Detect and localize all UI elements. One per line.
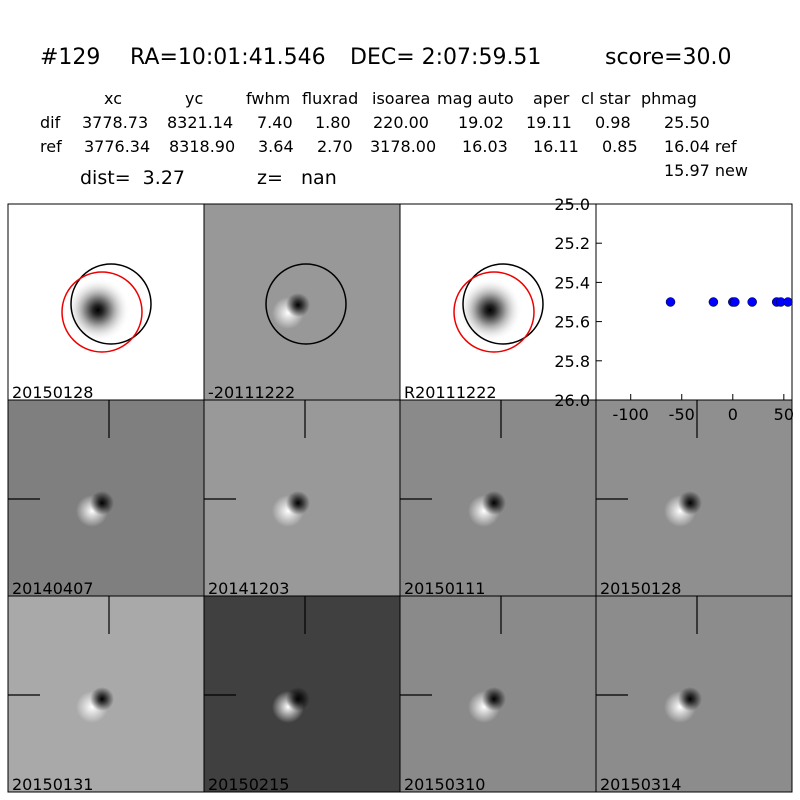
table-cell: 1.80 [315,113,351,132]
column-header: cl star [581,89,631,108]
y-tick-label: 25.2 [554,234,590,253]
column-header: fluxrad [302,89,358,108]
stamp: 20140407 [7,399,205,598]
x-tick-label: -100 [613,405,649,424]
z: z= nan [257,167,337,189]
column-header: mag auto [437,89,514,108]
dipole-dark [678,491,702,515]
point [783,297,793,307]
aperture-ref [61,271,143,353]
aperture [462,263,544,345]
dipole-dark [286,293,310,317]
stamp: 20150128 [595,399,793,598]
dipole-dark [90,687,114,711]
x-tick-label: -50 [669,405,695,424]
stamp: 20150310 [399,595,597,794]
table-cell: 16.11 [533,137,579,156]
aperture [265,263,347,345]
stamp-label: 20150310 [404,775,485,794]
table-cell: ref [40,137,62,156]
stamp-label: 20150128 [12,383,93,402]
table-cell: 3776.34 [84,137,150,156]
y-tick-label: 26.0 [554,391,590,410]
stamp: R20111222 [399,203,597,402]
point [665,297,676,307]
stamp: 20150128 [7,203,205,402]
stamp-label: 20150111 [404,579,485,598]
table-cell: dif [40,113,61,132]
table-cell: 0.85 [602,137,638,156]
source [66,278,130,342]
column-header: isoarea [372,89,430,108]
table-cell: 3778.73 [82,113,148,132]
table-cell: 25.50 [664,113,710,132]
stamp: -20111222 [203,203,401,402]
y-tick-label: 25.0 [554,195,590,214]
stamp-label: 20150128 [600,579,681,598]
point [708,297,719,307]
table-extra: 15.97 new [664,161,748,180]
id: #129 [40,45,100,70]
table-cell: 19.11 [526,113,572,132]
dipole-dark [482,491,506,515]
table: xc yc fwhm fluxrad isoarea mag auto aper cl sta… [40,89,737,156]
column-header: xc [104,89,122,108]
stamp: 20150314 [595,595,793,794]
dipole-dark [286,491,310,515]
y-tick-label: 25.8 [554,352,590,371]
table-cell: 3178.00 [370,137,436,156]
table-cell: 8318.90 [169,137,235,156]
dipole-dark [678,687,702,711]
stamp-label: R20111222 [404,383,497,402]
table-cell: 19.02 [458,113,504,132]
point [730,297,740,307]
dec: DEC= 2:07:59.51 [350,45,541,70]
table-cell: 0.98 [595,113,631,132]
point [747,297,757,307]
aperture [70,263,152,345]
stamp: 20150111 [399,399,597,598]
ra: RA=10:01:41.546 [130,45,326,70]
x-tick-label: 0 [728,405,738,424]
stamps: 20150128 -20111222 R20111222 20140407 201412… [7,203,793,794]
stamp: 20150131 [7,595,205,794]
column-header: phmag [641,89,697,108]
column-header: aper [533,89,570,108]
table-cell: 8321.14 [167,113,233,132]
x-tick-label: 50 [774,405,794,424]
table-cell: 220.00 [373,113,429,132]
stamp-label: 20140407 [12,579,93,598]
y-tick-label: 25.4 [554,273,590,292]
table-cell: 3.64 [258,137,294,156]
stamp-label: 20150215 [208,775,289,794]
dist: dist= 3.27 [80,167,185,189]
stamp-label: 20141203 [208,579,289,598]
source [458,278,522,342]
table-cell: 16.04 ref [664,137,737,156]
score: score=30.0 [605,45,732,70]
table-cell: 16.03 [462,137,508,156]
stamp: 20150215 [203,595,401,794]
dipole-dark [482,687,506,711]
stamp: 20141203 [203,399,401,598]
dipole-dark [286,687,310,711]
y-tick-label: 25.6 [554,313,590,332]
dipole-dark [90,491,114,515]
column-header: yc [185,89,203,108]
plot-area [595,203,793,401]
table-cell: 7.40 [257,113,293,132]
stamp-label: 20150314 [600,775,681,794]
aperture-ref [453,271,535,353]
stamp-label: -20111222 [208,383,295,402]
title: #129 RA=10:01:41.546 DEC= 2:07:59.51 sco… [40,45,732,70]
chart: 25.0 25.2 25.4 25.6 25.8 26.0 -100 -50 0 50 [554,195,794,424]
column-header: fwhm [246,89,290,108]
stamp-label: 20150131 [12,775,93,794]
table-cell: 2.70 [317,137,353,156]
